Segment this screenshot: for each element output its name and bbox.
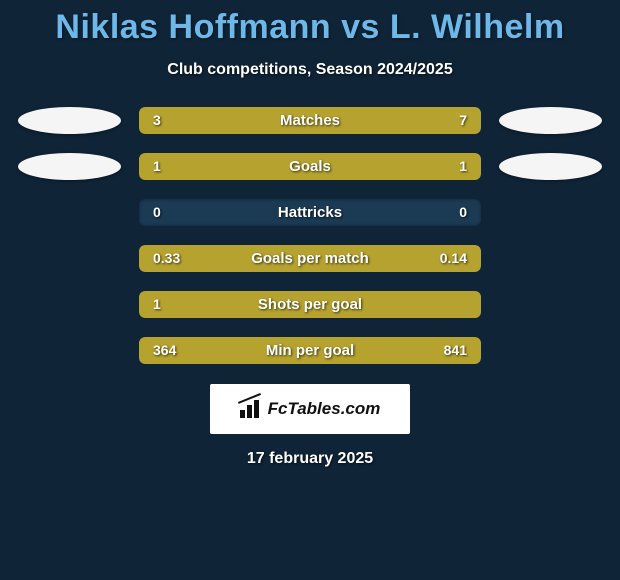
stat-label: Shots per goal <box>139 291 481 318</box>
stat-bar: Shots per goal1 <box>139 291 481 318</box>
stat-row: Shots per goal1 <box>0 291 620 318</box>
avatar <box>18 107 121 134</box>
avatar-slot-left <box>0 153 139 180</box>
subtitle: Club competitions, Season 2024/2025 <box>0 61 620 79</box>
stat-bar: Hattricks0 0 <box>139 199 481 226</box>
avatar-slot-right <box>481 153 620 180</box>
stat-value-left: 1 <box>153 153 161 180</box>
stat-value-left: 1 <box>153 291 161 318</box>
stat-value-left: 0.33 <box>153 245 180 272</box>
stat-bar: Matches3 7 <box>139 107 481 134</box>
stat-label: Matches <box>139 107 481 134</box>
stat-label: Goals <box>139 153 481 180</box>
stat-label: Goals per match <box>139 245 481 272</box>
bar-chart-icon <box>240 400 262 418</box>
stat-value-left: 0 <box>153 199 161 226</box>
stat-row: Min per goal364 841 <box>0 337 620 364</box>
stat-bar: Min per goal364 841 <box>139 337 481 364</box>
stat-value-left: 3 <box>153 107 161 134</box>
avatar <box>18 153 121 180</box>
page-title: Niklas Hoffmann vs L. Wilhelm <box>0 0 620 47</box>
stat-value-right: 7 <box>459 107 467 134</box>
stat-value-left: 364 <box>153 337 176 364</box>
date-label: 17 february 2025 <box>0 450 620 468</box>
avatar-slot-right <box>481 107 620 134</box>
stat-label: Hattricks <box>139 199 481 226</box>
stats-container: Matches37Goals11Hattricks00Goals per mat… <box>0 107 620 364</box>
stat-value-right: 1 <box>459 153 467 180</box>
stat-value-right: 0 <box>459 199 467 226</box>
avatar-slot-left <box>0 107 139 134</box>
stat-bar: Goals1 1 <box>139 153 481 180</box>
stat-row: Goals1 1 <box>0 153 620 180</box>
brand-badge: FcTables.com <box>210 384 410 434</box>
stat-bar: Goals per match0.33 0.14 <box>139 245 481 272</box>
stat-value-right: 0.14 <box>440 245 467 272</box>
avatar <box>499 153 602 180</box>
stat-label: Min per goal <box>139 337 481 364</box>
stat-value-right: 841 <box>444 337 467 364</box>
avatar <box>499 107 602 134</box>
brand-text: FcTables.com <box>268 399 381 419</box>
stat-row: Matches3 7 <box>0 107 620 134</box>
stat-row: Goals per match0.33 0.14 <box>0 245 620 272</box>
stat-row: Hattricks0 0 <box>0 199 620 226</box>
